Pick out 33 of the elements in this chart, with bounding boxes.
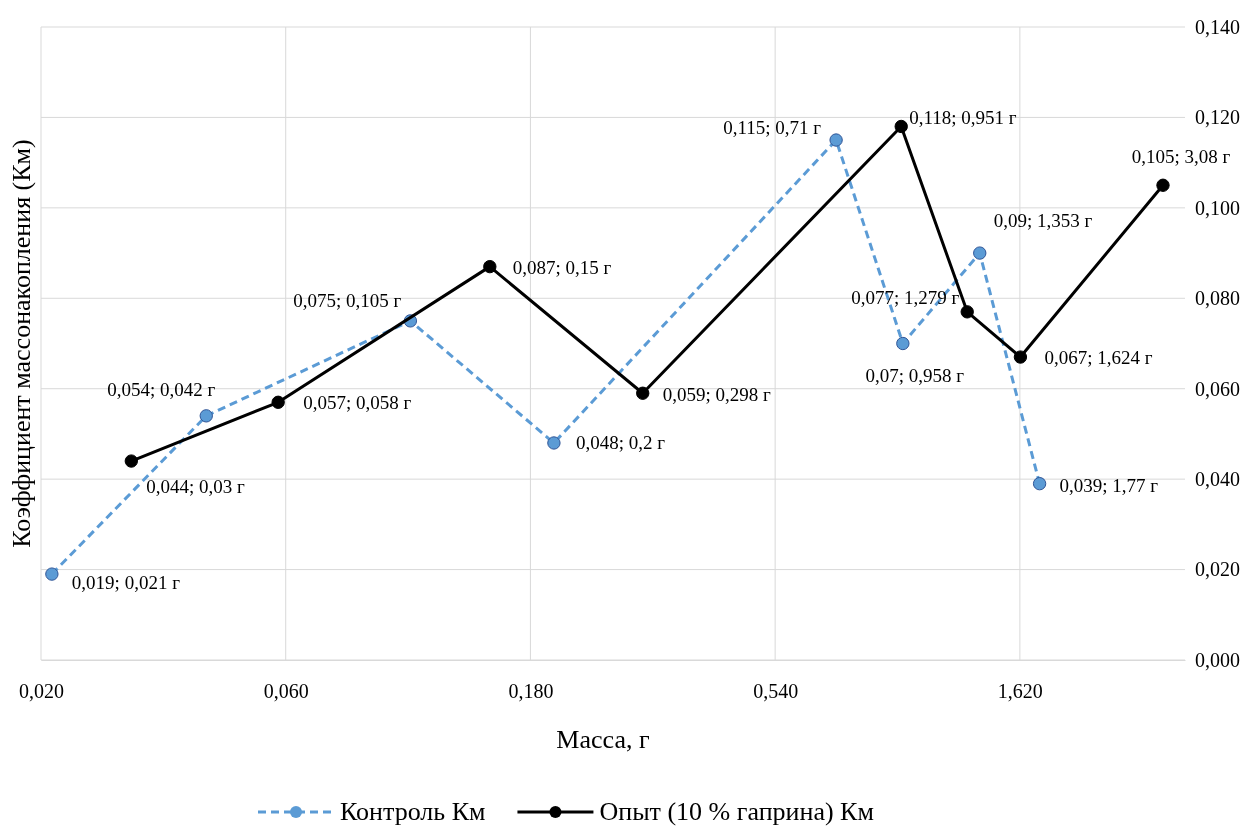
x-tick-label: 0,540 <box>753 680 799 703</box>
data-label: 0,118; 0,951 г <box>909 107 1017 129</box>
y-tick-label: 0,140 <box>1195 15 1240 38</box>
data-label: 0,077; 1,279 г <box>851 286 960 308</box>
data-label: 0,044; 0,03 г <box>146 476 246 498</box>
data-label: 0,059; 0,298 г <box>662 384 772 406</box>
x-axis-title: Масса, г <box>556 725 650 754</box>
data-label: 0,115; 0,71 г <box>723 117 822 139</box>
y-tick-label: 0,060 <box>1195 377 1240 400</box>
x-tick-label: 0,060 <box>263 680 309 703</box>
data-label: 0,019; 0,021 г <box>71 572 181 594</box>
y-axis-title: Коэффициент массонакопления (Км) <box>7 139 36 548</box>
data-label: 0,105; 3,08 г <box>1131 146 1231 168</box>
data-label: 0,067; 1,624 г <box>1044 347 1153 369</box>
legend-label: Опыт (10 % гаприна) Км <box>599 797 874 826</box>
y-tick-label: 0,100 <box>1195 196 1240 219</box>
data-label: 0,048; 0,2 г <box>575 431 666 453</box>
data-label: 0,087; 0,15 г <box>512 256 612 278</box>
data-label: 0,075; 0,105 г <box>293 289 402 311</box>
y-tick-label: 0,040 <box>1195 468 1240 491</box>
legend-label: Контроль Км <box>340 797 486 826</box>
y-tick-label: 0,020 <box>1195 558 1240 581</box>
data-label: 0,057; 0,058 г <box>303 392 412 414</box>
x-tick-label: 0,180 <box>508 680 554 703</box>
data-label: 0,09; 1,353 г <box>993 210 1093 232</box>
y-tick-label: 0,080 <box>1195 287 1240 310</box>
data-label: 0,054; 0,042 г <box>107 378 216 400</box>
data-label: 0,039; 1,77 г <box>1059 474 1159 496</box>
data-label: 0,07; 0,958 г <box>865 364 965 386</box>
y-tick-label: 0,120 <box>1195 106 1240 129</box>
x-tick-label: 0,020 <box>19 680 64 703</box>
x-tick-label: 1,620 <box>997 680 1043 703</box>
y-tick-label: 0,000 <box>1195 648 1240 671</box>
